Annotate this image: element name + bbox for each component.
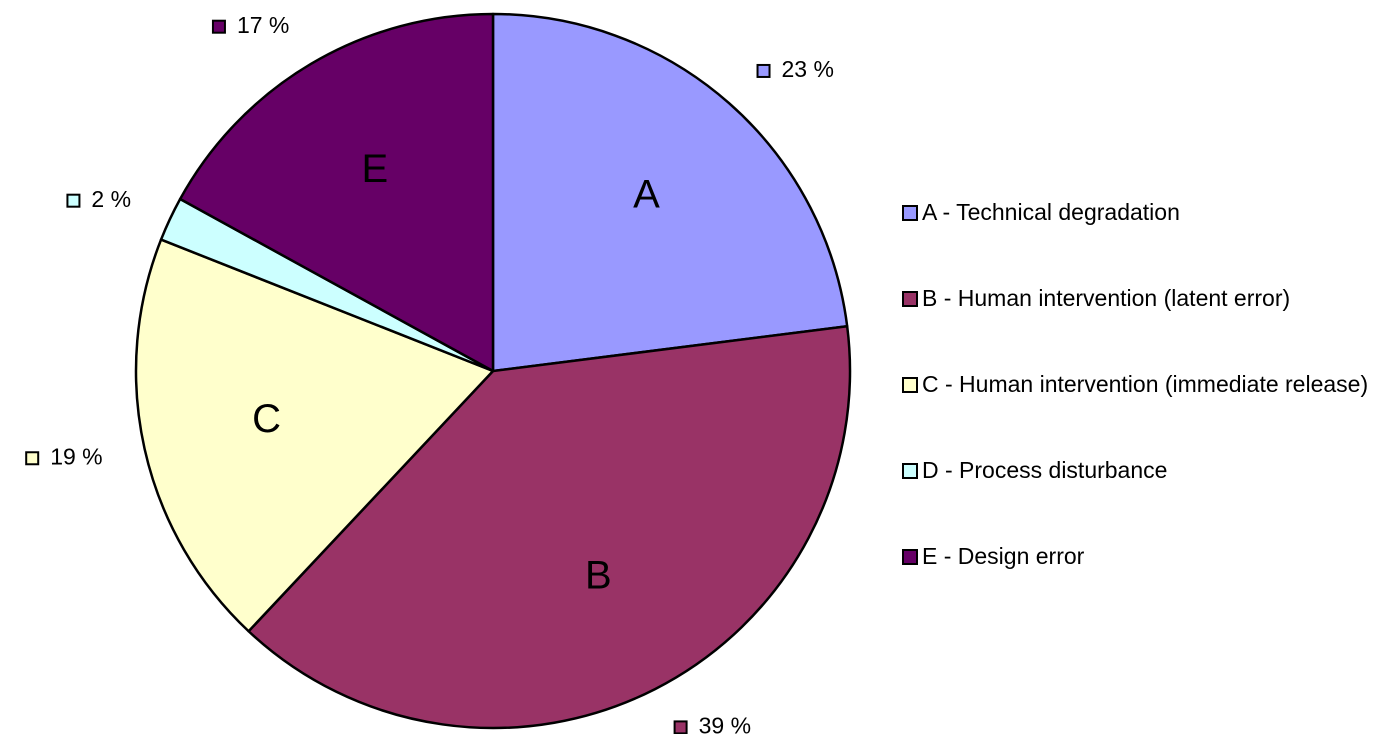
legend-label: E - Design error	[922, 543, 1085, 569]
legend-label: D - Process disturbance	[922, 457, 1168, 483]
pie-slice	[178, 12, 495, 373]
slice-label: A	[633, 172, 660, 216]
legend-swatch	[902, 377, 918, 393]
legend-item: E - Design error	[902, 540, 1391, 626]
slice-label: B	[585, 553, 612, 597]
slice-label: E	[362, 147, 389, 191]
value-label: 19 %	[25, 443, 103, 469]
legend-item: A - Technical degradation	[902, 196, 1391, 282]
value-label: 23 %	[756, 56, 834, 82]
legend-swatch	[902, 549, 918, 565]
value-label-text: 17 %	[237, 12, 289, 38]
legend-label: C - Human intervention (immediate releas…	[922, 371, 1369, 397]
legend-label: A - Technical degradation	[922, 199, 1180, 225]
legend-item: C - Human intervention (immediate releas…	[902, 368, 1391, 454]
value-label-text: 23 %	[782, 56, 834, 82]
value-label: 39 %	[673, 712, 751, 734]
pie-slice	[491, 12, 849, 373]
legend: A - Technical degradation B - Human inter…	[902, 196, 1391, 626]
value-label-swatch	[25, 451, 40, 466]
value-label-swatch	[211, 19, 226, 34]
value-label-swatch	[673, 720, 688, 734]
slice-label: C	[252, 397, 281, 441]
pie-slice	[247, 325, 852, 730]
value-label: 2 %	[66, 186, 131, 212]
legend-label: B - Human intervention (latent error)	[922, 285, 1291, 311]
value-label: 17 %	[211, 12, 289, 38]
legend-swatch	[902, 463, 918, 479]
legend-item: D - Process disturbance	[902, 454, 1391, 540]
value-label-text: 2 %	[91, 186, 131, 212]
value-label-swatch	[66, 193, 81, 208]
value-label-text: 19 %	[50, 443, 102, 469]
legend-swatch	[902, 291, 918, 307]
pie-slice	[134, 238, 495, 633]
legend-swatch	[902, 205, 918, 221]
value-label-swatch	[756, 63, 771, 78]
value-label-text: 39 %	[699, 712, 751, 734]
legend-item: B - Human intervention (latent error)	[902, 282, 1391, 368]
